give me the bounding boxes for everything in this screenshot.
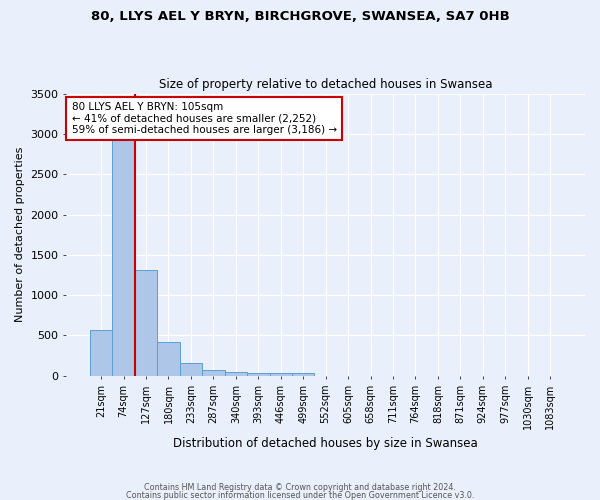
Bar bbox=[269, 373, 292, 376]
Bar bbox=[202, 370, 224, 376]
Text: 80, LLYS AEL Y BRYN, BIRCHGROVE, SWANSEA, SA7 0HB: 80, LLYS AEL Y BRYN, BIRCHGROVE, SWANSEA… bbox=[91, 10, 509, 23]
Y-axis label: Number of detached properties: Number of detached properties bbox=[15, 147, 25, 322]
Bar bbox=[112, 138, 135, 376]
Text: 80 LLYS AEL Y BRYN: 105sqm
← 41% of detached houses are smaller (2,252)
59% of s: 80 LLYS AEL Y BRYN: 105sqm ← 41% of deta… bbox=[71, 102, 337, 135]
Bar bbox=[180, 364, 202, 376]
Bar bbox=[135, 270, 157, 376]
Text: Contains HM Land Registry data © Crown copyright and database right 2024.: Contains HM Land Registry data © Crown c… bbox=[144, 484, 456, 492]
Title: Size of property relative to detached houses in Swansea: Size of property relative to detached ho… bbox=[159, 78, 493, 91]
X-axis label: Distribution of detached houses by size in Swansea: Distribution of detached houses by size … bbox=[173, 437, 478, 450]
Bar bbox=[157, 342, 180, 376]
Bar bbox=[224, 372, 247, 376]
Bar bbox=[90, 330, 112, 376]
Bar bbox=[292, 374, 314, 376]
Text: Contains public sector information licensed under the Open Government Licence v3: Contains public sector information licen… bbox=[126, 490, 474, 500]
Bar bbox=[247, 372, 269, 376]
